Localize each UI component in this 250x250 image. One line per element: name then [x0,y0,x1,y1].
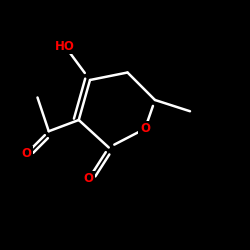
Text: O: O [21,147,31,160]
Text: O: O [140,122,150,135]
Text: O: O [84,172,94,185]
Text: HO: HO [55,40,75,53]
